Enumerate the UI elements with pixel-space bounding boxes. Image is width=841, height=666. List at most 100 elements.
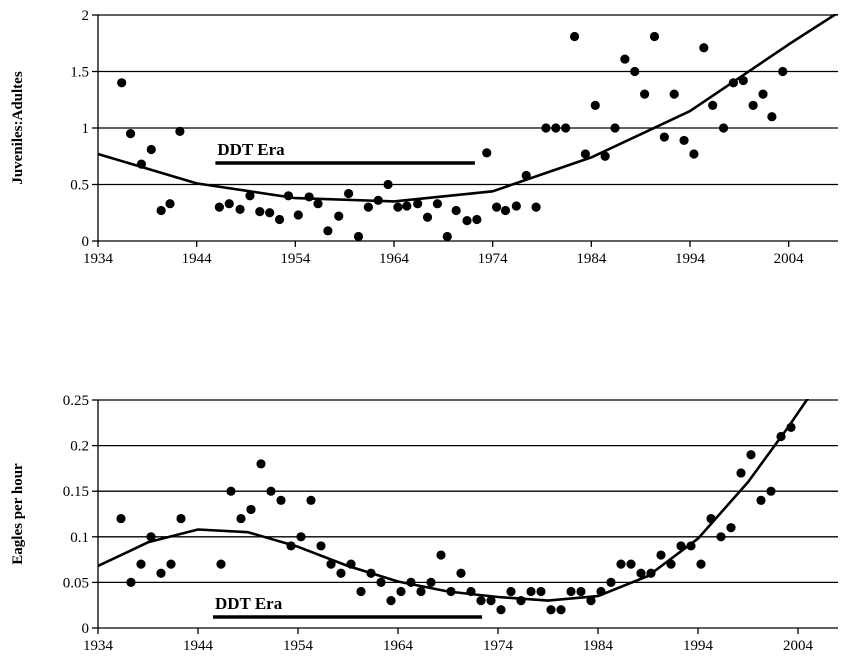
x-tick-label: 1934 [83, 251, 114, 267]
data-point [116, 513, 126, 524]
data-point [526, 586, 536, 597]
x-tick-label: 1964 [379, 251, 410, 267]
x-tick-label: 2004 [783, 638, 814, 654]
data-point [442, 231, 452, 242]
data-point [521, 170, 531, 181]
chart-eagles-per-hour: 0 0.05 0.1 0.15 0.2 0.25 1934 1944 1954 1964 1974 1… [10, 393, 838, 654]
data-point [786, 422, 796, 432]
data-point [136, 159, 147, 169]
data-point [758, 89, 768, 99]
x-tick-label: 1954 [283, 638, 314, 654]
data-point [586, 596, 596, 606]
data-point [286, 541, 296, 551]
data-point [689, 149, 699, 159]
data-point [274, 214, 285, 225]
data-point [156, 205, 166, 216]
data-point [446, 586, 456, 597]
data-point [546, 605, 556, 615]
data-point [451, 205, 461, 216]
x-tick-label: 1934 [83, 638, 114, 654]
data-point [580, 149, 591, 159]
data-point [476, 596, 486, 606]
data-point [746, 450, 756, 460]
data-point [706, 513, 716, 524]
data-point [246, 504, 256, 515]
data-point [541, 123, 551, 133]
y-tick-label: 1 [82, 121, 90, 137]
data-point [756, 495, 766, 505]
data-point [422, 212, 433, 222]
data-point [226, 486, 236, 496]
data-point [266, 486, 276, 496]
data-point [531, 202, 541, 212]
data-point [235, 204, 245, 214]
trend-line [98, 399, 810, 602]
data-point [556, 605, 566, 615]
y-tick-label: 0 [82, 621, 90, 637]
data-point [402, 201, 412, 211]
data-point [551, 123, 561, 133]
data-point [296, 532, 306, 542]
data-point [536, 586, 546, 597]
y-axis-title: Juveniles:Adultes [10, 71, 26, 185]
data-point [344, 188, 354, 199]
data-point [708, 100, 718, 110]
data-point [676, 541, 686, 551]
x-tick-label: 1994 [675, 251, 706, 267]
data-point [126, 577, 136, 588]
data-point [500, 205, 511, 216]
data-point [656, 550, 666, 560]
data-point [346, 559, 356, 569]
data-point [176, 513, 186, 524]
data-point [482, 148, 492, 158]
data-point [316, 541, 326, 551]
data-point [511, 201, 521, 211]
data-point [767, 112, 777, 122]
data-point [576, 586, 586, 597]
data-point [630, 66, 640, 77]
data-point [496, 605, 506, 615]
data-point [486, 596, 496, 606]
data-point [386, 596, 396, 606]
x-tick-label: 1954 [280, 251, 311, 267]
x-tick-label: 1964 [383, 638, 414, 654]
data-point [646, 568, 656, 578]
x-tick-label: 1974 [483, 638, 514, 654]
y-tick-label: 1.5 [70, 65, 89, 81]
data-point [216, 559, 226, 569]
data-point [492, 202, 502, 212]
data-point [778, 66, 788, 77]
y-tick-label: 0.5 [70, 178, 89, 194]
data-point [432, 199, 443, 209]
ddt-era-label: DDT Era [215, 594, 283, 613]
data-point [283, 191, 294, 201]
y-tick-label: 0.05 [63, 575, 89, 591]
x-tick-label: 1984 [576, 251, 607, 267]
x-tick-label: 2004 [774, 251, 805, 267]
data-point [165, 199, 175, 209]
data-point [383, 179, 393, 190]
data-point [462, 216, 472, 226]
data-point [146, 144, 156, 155]
data-point [620, 54, 630, 64]
data-point [472, 214, 482, 225]
data-point [669, 89, 679, 99]
y-tick-label: 0.25 [63, 393, 89, 409]
data-point [146, 532, 156, 542]
data-point [616, 559, 626, 569]
data-point [606, 577, 616, 588]
y-tick-label: 2 [82, 8, 90, 24]
data-point [659, 132, 669, 142]
data-point [265, 208, 275, 218]
data-point [590, 100, 600, 110]
data-point [666, 559, 676, 569]
data-point [293, 210, 303, 220]
data-point [304, 192, 314, 202]
data-point [136, 559, 146, 569]
ddt-era-label: DDT Era [217, 140, 285, 159]
y-tick-label: 0 [82, 234, 90, 250]
data-point [396, 586, 406, 597]
data-point [626, 559, 636, 569]
data-point [353, 231, 364, 242]
